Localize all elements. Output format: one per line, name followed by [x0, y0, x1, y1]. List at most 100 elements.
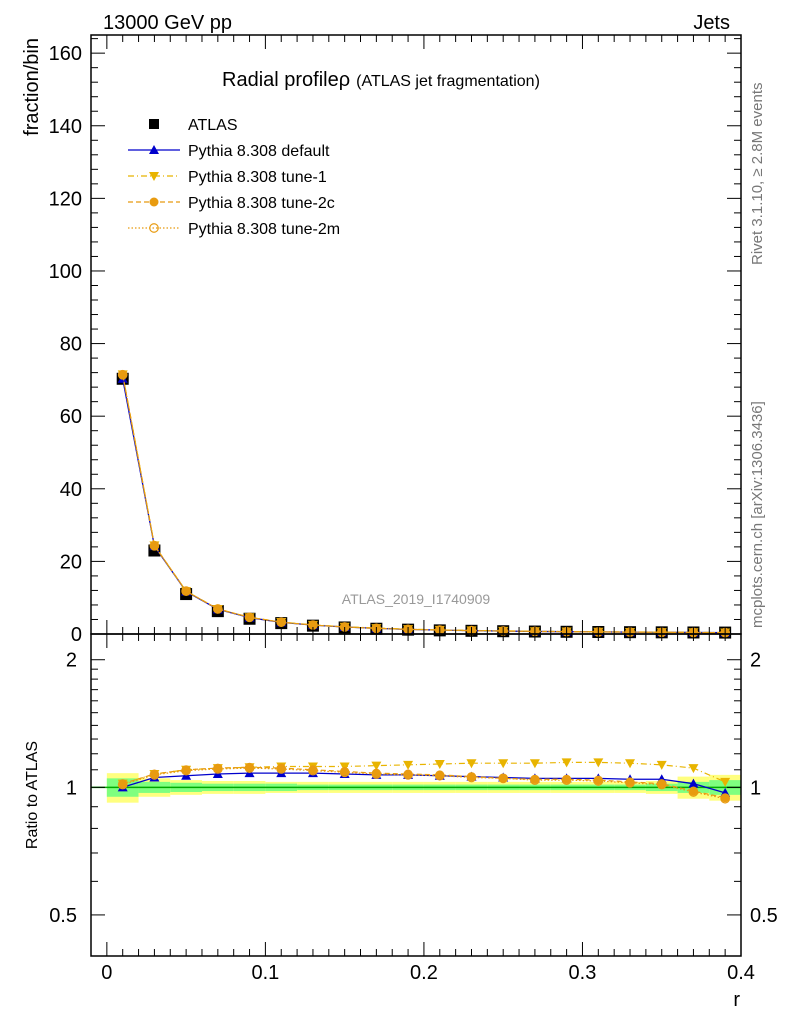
ratio-point-tune1 — [656, 760, 667, 770]
ratio-line-default — [122, 772, 726, 794]
legend-marker-tune2c — [149, 197, 159, 207]
ratio-point-default — [688, 778, 699, 788]
ratio-point-tune2m — [720, 793, 730, 804]
ratio-point-tune2c — [213, 763, 223, 773]
ratio-point-tune2c — [435, 770, 445, 780]
mcplots-label: mcplots.cern.ch [arXiv:1306.3436] — [749, 401, 766, 628]
ratio-point-tune2c — [403, 769, 413, 779]
main-ytick-label: 140 — [49, 116, 82, 138]
ratio-ytick-label: 2 — [66, 650, 77, 672]
point-tune2c — [149, 540, 159, 550]
ratio-point-tune2m — [403, 770, 413, 780]
main-ytick-label: 120 — [49, 188, 82, 210]
title-symbol: ρ — [339, 69, 350, 91]
ratio-point-tune2c — [308, 765, 318, 775]
point-tune2m — [149, 540, 160, 551]
legend-label-data: ATLAS — [188, 117, 238, 134]
legend: ATLAS Pythia 8.308 default Pythia 8.308 tu… — [128, 117, 340, 238]
point-tune2c — [340, 622, 350, 632]
point-tune2c — [308, 620, 318, 630]
ratio-point-tune2c — [276, 763, 286, 773]
ratio-point-tune1 — [498, 759, 509, 769]
ratio-point-tune1 — [403, 760, 414, 770]
main-ytick-label: 0 — [71, 624, 82, 646]
ratio-point-tune2m — [244, 763, 255, 773]
ratio-point-tune2m — [181, 765, 191, 776]
ratio-point-tune1 — [593, 758, 604, 768]
point-tune2c — [181, 586, 191, 596]
main-ytick-label: 80 — [60, 334, 82, 356]
ratio-point-tune2c — [181, 765, 191, 775]
legend-label-default: Pythia 8.308 default — [188, 143, 330, 160]
ratio-point-tune2m — [371, 769, 382, 779]
ratio-point-tune2m — [276, 764, 287, 774]
point-tune2c — [118, 369, 128, 379]
main-ytick-label: 20 — [60, 551, 82, 573]
ratio-point-tune1 — [529, 759, 540, 769]
title-sub: (ATLAS jet fragmentation) — [356, 73, 540, 90]
analysis-watermark: ATLAS_2019_I1740909 — [342, 591, 491, 607]
ratio-line-tune2m — [122, 767, 726, 800]
ratio-ytick-label-right: 1 — [750, 777, 761, 799]
ratio-point-tune2m — [466, 772, 477, 783]
xtick-label: 0.4 — [727, 962, 755, 984]
legend-item-data: ATLAS — [149, 117, 238, 134]
main-ytick-label: 60 — [60, 406, 82, 428]
ratio-ytick-label: 0.5 — [49, 905, 77, 927]
point-tune2m — [276, 617, 287, 628]
ratio-frame — [90, 633, 742, 957]
legend-label-tune2c: Pythia 8.308 tune-2c — [188, 195, 335, 212]
legend-label-tune1: Pythia 8.308 tune-1 — [188, 169, 327, 186]
ratio-point-tune1 — [371, 761, 382, 771]
main-ytick-label: 100 — [49, 261, 82, 283]
ratio-point-tune2m — [212, 764, 223, 774]
x-axis-label: r — [733, 989, 740, 1011]
legend-marker-tune2m — [149, 223, 159, 233]
title-main: Radial profile — [222, 69, 339, 91]
ratio-point-tune2m — [593, 776, 604, 786]
header-process: 13000 GeV pp — [103, 12, 232, 34]
ratio-point-tune2m — [339, 767, 350, 778]
legend-marker-data — [149, 119, 159, 129]
ratio-point-tune1 — [688, 764, 699, 774]
ratio-point-tune2m — [434, 770, 445, 781]
axes — [90, 34, 742, 957]
ratio-point-tune1 — [561, 758, 572, 768]
ratio-point-tune2m — [149, 770, 160, 780]
xtick-label: 0.1 — [251, 962, 279, 984]
legend-item-tune2c: Pythia 8.308 tune-2c — [128, 195, 335, 212]
chart-title: Radial profileρ (ATLAS jet fragmentation) — [222, 69, 540, 91]
svg-text:Radial profileρ(ATLAS jet frag: Radial profileρ (ATLAS jet fragmentation) — [222, 69, 540, 91]
main-ytick-label: 40 — [60, 479, 82, 501]
ratio-series — [117, 758, 731, 804]
legend-item-tune2m: Pythia 8.308 tune-2m — [128, 221, 340, 238]
ratio-point-tune2c — [466, 772, 476, 782]
rivet-label: Rivet 3.1.10, ≥ 2.8M events — [749, 83, 766, 266]
ratio-point-tune2c — [340, 766, 350, 776]
legend-item-tune1: Pythia 8.308 tune-1 — [128, 169, 327, 186]
legend-label-tune2m: Pythia 8.308 tune-2m — [188, 221, 340, 238]
xtick-label: 0 — [101, 962, 112, 984]
point-tune2m — [117, 369, 128, 380]
y-axis-label-main: fraction/bin — [21, 38, 43, 136]
ratio-ytick-label: 1 — [66, 777, 77, 799]
ratio-point-tune2m — [308, 765, 318, 776]
ratio-point-tune2m — [498, 773, 509, 784]
point-tune2m — [181, 586, 191, 597]
ratio-point-tune1 — [466, 759, 477, 769]
point-tune2m — [244, 612, 255, 623]
legend-marker-tune1 — [149, 172, 159, 181]
y-axis-label-ratio: Ratio to ATLAS — [24, 741, 41, 849]
ratio-ytick-label-right: 2 — [750, 650, 761, 672]
ratio-line-tune2c — [122, 766, 726, 799]
ratio-point-tune2m — [117, 779, 128, 790]
header-category: Jets — [693, 12, 730, 34]
ratio-point-tune2c — [149, 769, 159, 779]
legend-marker-default — [149, 145, 159, 154]
xtick-label: 0.2 — [410, 962, 438, 984]
ratio-point-tune1 — [434, 760, 445, 770]
point-tune2m — [212, 604, 223, 614]
main-ytick-label: 160 — [49, 43, 82, 65]
